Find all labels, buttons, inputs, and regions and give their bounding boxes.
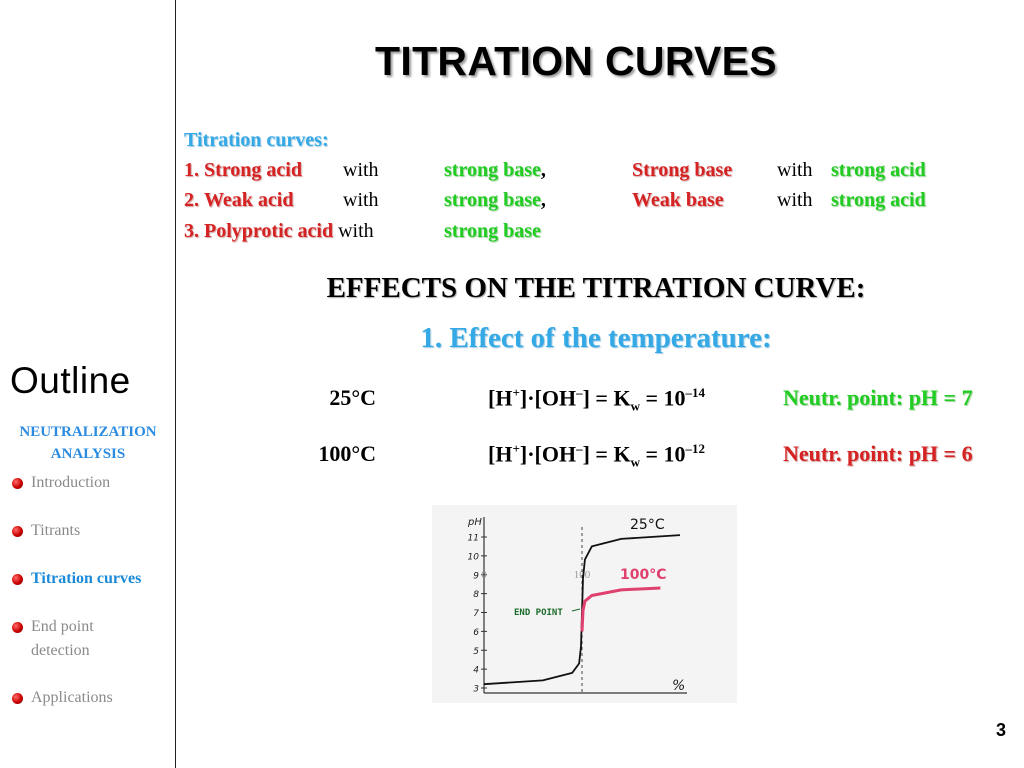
nav-item-introduction[interactable]: Introduction (12, 471, 110, 495)
bullet-icon (12, 526, 23, 537)
kw-equation-100: [H+]·[OH–] = Kw = 10–12 (488, 441, 705, 471)
outline-title: Outline (10, 360, 131, 401)
bullet-icon (12, 574, 23, 585)
section-title-line1: NEUTRALIZATION (19, 424, 157, 440)
y-tick-label: 9 (473, 571, 479, 581)
eq-part: = 10 (639, 441, 686, 467)
temp-100: 100°C (318, 441, 376, 466)
page-number: 3 (996, 720, 1007, 740)
bullet-icon (12, 693, 23, 704)
eq-part: [H (488, 385, 513, 411)
row-number: 3. (184, 220, 199, 242)
eq-sup: – (576, 385, 583, 400)
nav-item-label: End point detection (31, 615, 94, 663)
nav-item-label: Applications (31, 689, 113, 706)
row-3-base: strong base (444, 220, 541, 242)
row-1-base2: Strong base (632, 159, 733, 181)
row-1-base: strong base, (444, 157, 546, 183)
x-tick-label: 0 (481, 569, 487, 581)
section-title-line2: ANALYSIS (50, 446, 126, 462)
y-tick-label: 5 (473, 647, 479, 657)
slide-title: TITRATION CURVES (375, 38, 777, 84)
y-tick-label: 4 (473, 666, 479, 676)
row-acid: Strong acid (204, 159, 302, 181)
neutral-point-25: Neutr. point: pH = 7 (783, 385, 973, 410)
y-tick-label: 3 (473, 685, 479, 695)
row-3: 3. Polyprotic acid with (184, 218, 374, 244)
nav-item-label-line1: End point (31, 618, 94, 635)
neutral-point-100: Neutr. point: pH = 6 (783, 441, 973, 466)
eq-sub: w (630, 454, 640, 470)
row-acid: Polyprotic acid (204, 220, 334, 242)
row-comma: , (540, 189, 546, 211)
eq-part: ]·[OH (519, 441, 577, 467)
series-label-100c: 100°C (620, 567, 667, 583)
y-tick-label: 10 (468, 552, 480, 562)
row-acid: Weak acid (204, 189, 294, 211)
eq-sup: + (512, 441, 520, 456)
kw-equation-25: [H+]·[OH–] = Kw = 10–14 (488, 385, 705, 415)
eq-part: ]·[OH (519, 385, 577, 411)
end-point-arrow (571, 608, 581, 612)
eq-sub: w (630, 398, 640, 414)
series-line-100c (580, 586, 661, 632)
row-with: with (338, 220, 374, 242)
eq-part: = 10 (639, 385, 686, 411)
eq-part: [H (488, 441, 513, 467)
bullet-icon (12, 478, 23, 489)
row-comma: , (540, 159, 546, 181)
row-base: strong base (444, 159, 541, 181)
eq-exponent: –12 (685, 441, 706, 456)
y-axis-label: pH (467, 517, 482, 528)
sidebar: Outline NEUTRALIZATION ANALYSIS Introduc… (0, 0, 176, 768)
row-1-acid2: strong acid (831, 159, 926, 181)
row-1-with: with (343, 159, 379, 181)
curves-heading: Titration curves: (184, 129, 329, 151)
row-number: 2. (184, 189, 199, 211)
titration-chart: pH 3 4 5 6 7 8 9 10 11 0 100% 25°C 100°C END POINT (432, 505, 737, 703)
row-2: 2. Weak acid (184, 187, 293, 213)
temp-25: 25°C (329, 385, 376, 410)
nav-item-label: Titrants (31, 522, 81, 539)
row-1-with2: with (777, 159, 813, 181)
row-base: strong base (444, 189, 541, 211)
nav-item-label: Introduction (31, 474, 111, 491)
row-1: 1. Strong acid (184, 157, 302, 183)
eq-part: ] = K (582, 385, 631, 411)
effect-temperature-heading: 1. Effect of the temperature: (420, 322, 772, 354)
nav-item-label: Titration curves (31, 570, 142, 587)
eq-part: ] = K (582, 441, 631, 467)
x-axis-label: % (672, 678, 685, 694)
series-label-25c: 25°C (630, 517, 665, 533)
nav-item-label-line2: detection (31, 642, 90, 659)
bullet-icon (12, 622, 23, 633)
y-tick-label: 8 (473, 590, 479, 600)
y-tick-label: 7 (473, 609, 479, 619)
row-2-base2: Weak base (632, 189, 724, 211)
row-2-with: with (343, 189, 379, 211)
eq-sup: – (576, 441, 583, 456)
row-2-acid2: strong acid (831, 189, 926, 211)
end-point-annotation: END POINT (514, 608, 563, 618)
row-2-base: strong base, (444, 187, 546, 213)
y-tick-label: 11 (468, 534, 479, 544)
eq-sup: + (512, 385, 520, 400)
section-title: NEUTRALIZATION ANALYSIS (0, 421, 176, 465)
y-tick-label: 6 (473, 628, 479, 638)
nav-item-end-point-detection[interactable]: End point detection (12, 615, 94, 663)
nav-item-titrants[interactable]: Titrants (12, 519, 80, 543)
row-2-with2: with (777, 189, 813, 211)
nav-item-applications[interactable]: Applications (12, 686, 113, 710)
effects-heading: EFFECTS ON THE TITRATION CURVE: (326, 272, 866, 304)
row-number: 1. (184, 159, 199, 181)
nav-item-titration-curves[interactable]: Titration curves (12, 567, 141, 591)
eq-exponent: –14 (685, 385, 706, 400)
